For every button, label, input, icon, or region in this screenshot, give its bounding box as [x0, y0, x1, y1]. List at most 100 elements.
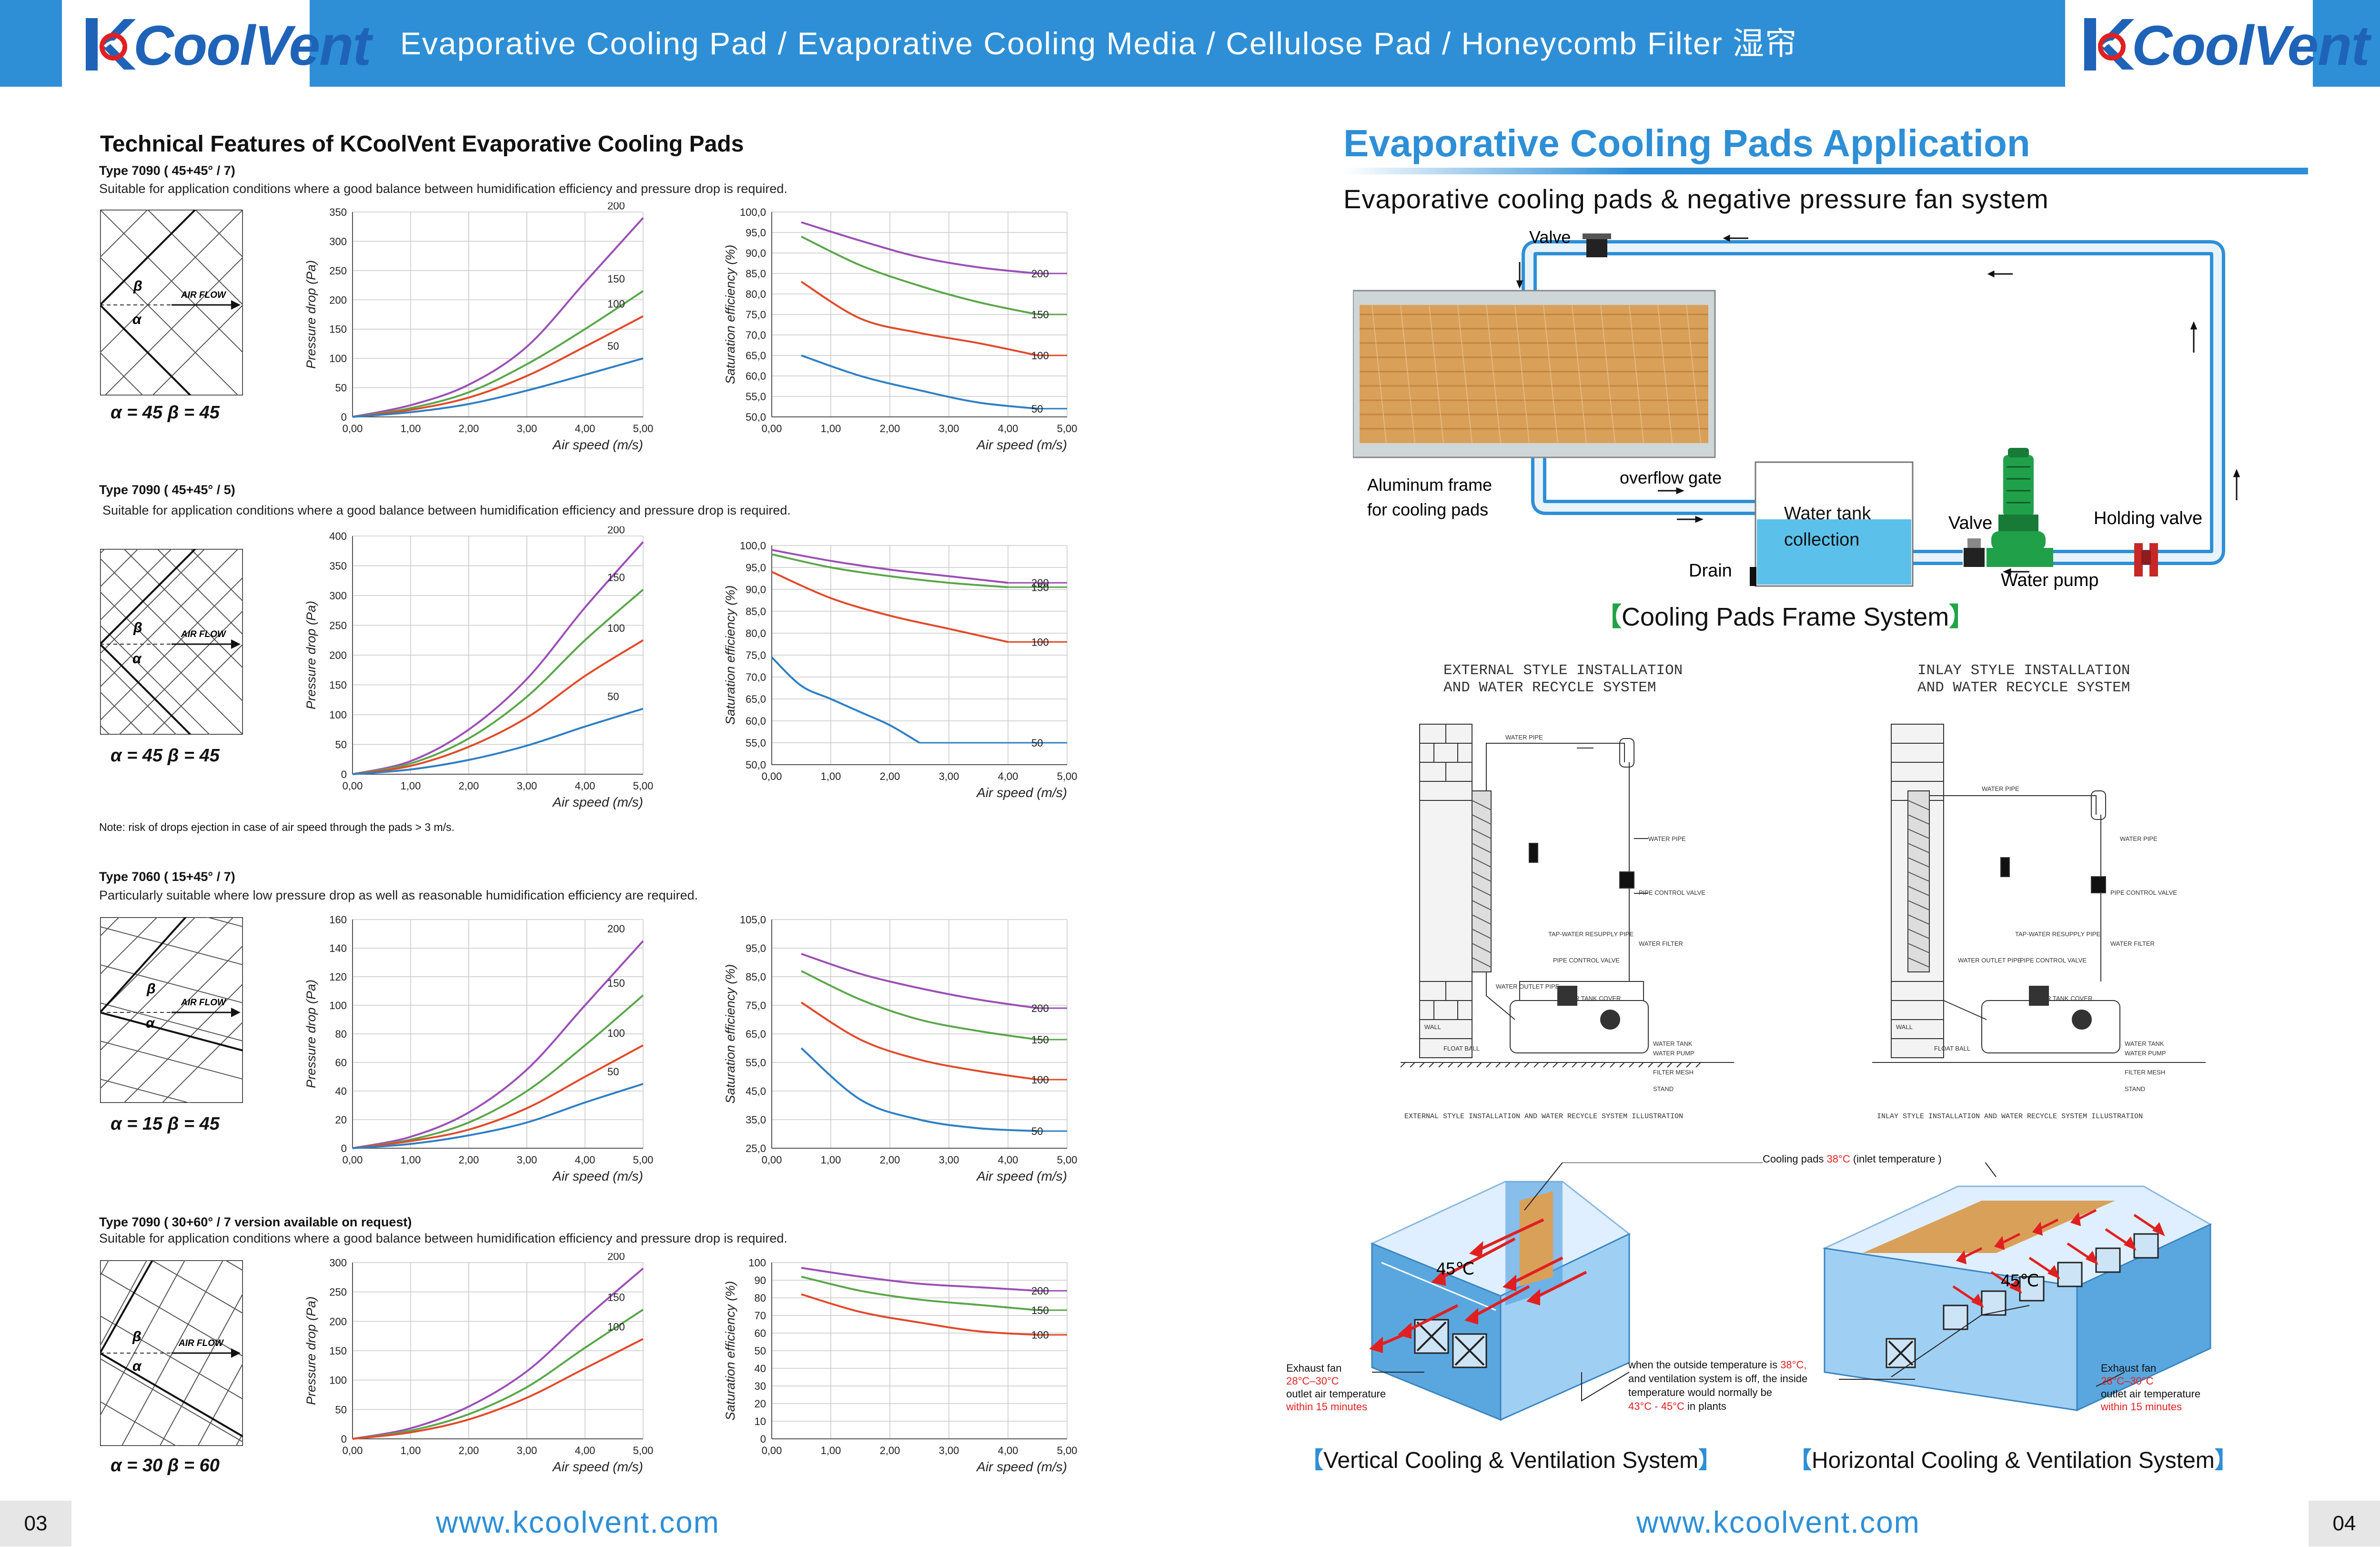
- y-tick-label: 70,0: [746, 329, 766, 341]
- series-label-50: 50: [607, 1066, 619, 1078]
- header-title: Evaporative Cooling Pad / Evaporative Co…: [400, 26, 1798, 61]
- y-tick-label: 50: [335, 739, 347, 751]
- pad-structure-diagram: β α AIR FLOW: [100, 1260, 243, 1446]
- y-tick-label: 0: [341, 411, 347, 423]
- x-tick-label: 5,00: [633, 1154, 654, 1166]
- y-tick-label: 95,0: [746, 942, 766, 954]
- x-tick-label: 4,00: [575, 423, 595, 435]
- series-label-100: 100: [1031, 350, 1049, 362]
- series-line-50: [352, 1083, 644, 1149]
- x-tick-label: 2,00: [459, 1445, 479, 1456]
- x-tick-label: 0,00: [762, 770, 782, 782]
- series-line-150: [352, 290, 644, 418]
- label-wall: WALL: [1896, 1023, 1913, 1031]
- y-tick-label: 95,0: [746, 227, 766, 239]
- series-label-50: 50: [607, 340, 619, 352]
- saturation-efficiency-chart: 50,0 55,0 60,0 65,0 70,0 75,0 80,0 85,0 90,0 95,0…: [723, 206, 1078, 452]
- footer-url-left[interactable]: www.kcoolvent.com: [436, 1505, 720, 1539]
- y-tick-label: 100,0: [740, 540, 766, 552]
- x-tick-label: 0,00: [762, 423, 782, 435]
- y-axis-label: Pressure drop (Pa): [304, 601, 318, 709]
- x-tick-label: 5,00: [1057, 770, 1078, 782]
- y-tick-label: 65,0: [746, 693, 766, 705]
- label-pipe-control: PIPE CONTROL VALVE: [1553, 957, 1620, 964]
- y-tick-label: 160: [329, 914, 347, 926]
- y-tick-label: 50: [335, 1404, 347, 1416]
- pad-structure-diagram: β α AIR FLOW: [100, 549, 243, 735]
- y-axis-label: Saturation efficiency (%): [723, 245, 737, 384]
- series-label-50: 50: [607, 691, 619, 703]
- external-install-caption: EXTERNAL STYLE INSTALLATION AND WATER RE…: [1404, 1112, 1684, 1121]
- series-line-50: [801, 354, 1038, 410]
- right-title: Evaporative Cooling Pads Application: [1343, 122, 2030, 164]
- label-float-ball: FLOAT BALL: [1443, 1045, 1480, 1052]
- type-description: Suitable for application conditions wher…: [99, 1231, 787, 1245]
- y-tick-label: 300: [329, 590, 347, 602]
- pump-label: Water pump: [2001, 570, 2099, 590]
- label-stand: STAND: [1653, 1085, 1674, 1092]
- series-label-200: 200: [1031, 1002, 1049, 1014]
- x-tick-label: 5,00: [1057, 423, 1078, 435]
- y-tick-label: 65,0: [746, 350, 766, 362]
- y-tick-label: 350: [329, 560, 347, 572]
- y-tick-label: 0: [341, 1143, 347, 1154]
- footer-url-right[interactable]: www.kcoolvent.com: [1636, 1505, 1920, 1539]
- x-tick-label: 2,00: [459, 780, 479, 792]
- x-tick-label: 1,00: [821, 1445, 841, 1456]
- left-section-title: Technical Features of KCoolVent Evaporat…: [100, 131, 744, 157]
- y-tick-label: 300: [329, 1257, 347, 1269]
- exhaust-fan-icon: [1414, 1319, 1487, 1368]
- series-label-100: 100: [1031, 636, 1049, 648]
- y-tick-label: 75,0: [746, 309, 766, 321]
- x-tick-label: 4,00: [575, 1445, 595, 1456]
- saturation-efficiency-chart: 50,0 55,0 60,0 65,0 70,0 75,0 80,0 85,0 90,0 95,0…: [723, 540, 1078, 800]
- series-label-200: 200: [1031, 1285, 1049, 1297]
- y-tick-label: 100: [329, 709, 347, 721]
- y-tick-label: 150: [329, 324, 347, 335]
- x-tick-label: 2,00: [880, 1154, 900, 1166]
- y-tick-label: 100: [748, 1257, 766, 1269]
- series-label-150: 150: [607, 977, 625, 989]
- series-line-50: [800, 1047, 1038, 1132]
- x-tick-label: 2,00: [459, 423, 479, 435]
- y-tick-label: 55,0: [746, 391, 766, 403]
- series-label-150: 150: [1031, 581, 1049, 593]
- label-water-pipe: WATER PIPE: [1505, 734, 1543, 741]
- label-filter-mesh: FILTER MESH: [1653, 1069, 1694, 1076]
- y-tick-label: 250: [329, 1286, 347, 1298]
- series-label-100: 100: [607, 622, 625, 634]
- x-tick-label: 3,00: [517, 780, 537, 792]
- y-tick-label: 95,0: [746, 562, 766, 574]
- x-tick-label: 5,00: [633, 780, 654, 792]
- x-axis-label: Air speed (m/s): [976, 1169, 1067, 1183]
- x-axis-label: Air speed (m/s): [552, 795, 643, 809]
- y-tick-label: 0: [341, 768, 347, 780]
- y-tick-label: 300: [329, 235, 347, 247]
- y-axis-label: Saturation efficiency (%): [723, 586, 737, 725]
- beta-label: β: [133, 278, 142, 294]
- y-tick-label: 70,0: [746, 671, 766, 683]
- valve-icon: [1586, 238, 1607, 257]
- x-tick-label: 2,00: [880, 1445, 900, 1456]
- tank-label-line2: collection: [1784, 530, 1859, 550]
- series-line-200: [801, 953, 1038, 1009]
- x-tick-label: 4,00: [998, 423, 1019, 435]
- type-label: Type 7090 ( 30+60° / 7 version available…: [99, 1215, 412, 1229]
- series-label-150: 150: [607, 1292, 625, 1304]
- label-tap-water: TAP-WATER RESUPPLY PIPE: [2015, 930, 2100, 938]
- cooling-pad: [1520, 1191, 1553, 1286]
- label-pipe-control-valve: PIPE CONTROL VALVE: [2110, 889, 2177, 896]
- beta-label: β: [133, 620, 142, 636]
- note: Note: risk of drops ejection in case of …: [99, 821, 454, 833]
- series-line-200: [801, 221, 1038, 274]
- y-tick-label: 140: [329, 942, 347, 954]
- x-tick-label: 1,00: [401, 1154, 421, 1166]
- x-tick-label: 5,00: [1057, 1445, 1078, 1456]
- x-tick-label: 4,00: [575, 1154, 595, 1166]
- label-tank-cover: WATER TANK COVER: [1558, 995, 1621, 1002]
- x-axis-label: Air speed (m/s): [552, 1169, 643, 1183]
- x-tick-label: 1,00: [821, 423, 841, 435]
- y-tick-label: 50,0: [746, 759, 766, 771]
- airflow-label: AIR FLOW: [181, 998, 227, 1008]
- beta-label: β: [146, 981, 156, 997]
